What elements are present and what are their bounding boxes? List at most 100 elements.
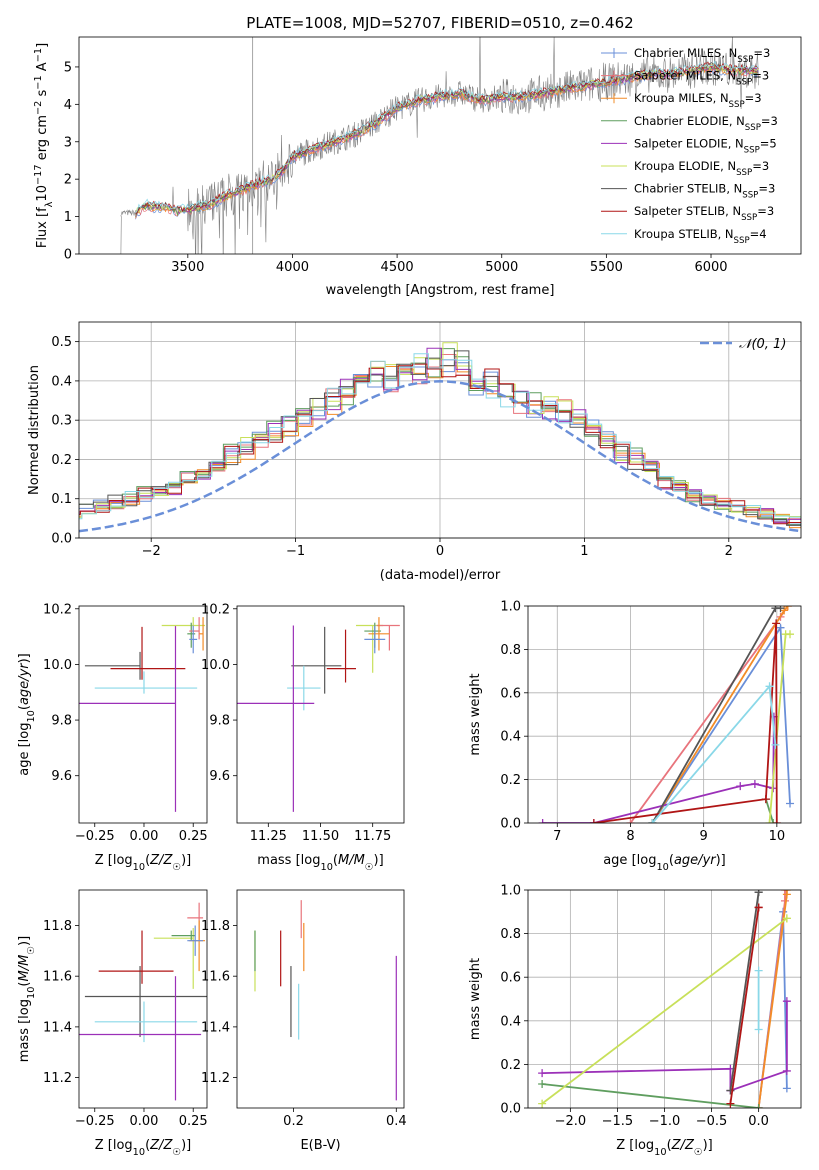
hist-salpeter_stelib — [79, 363, 801, 525]
x-axis-label: age [log10(age/yr)] — [603, 853, 726, 873]
x-tick-label: 0.25 — [179, 829, 208, 844]
marker-plus — [761, 795, 770, 804]
y-tick-label: 5 — [64, 60, 72, 75]
y-tick-label: 0.2 — [51, 453, 72, 468]
x-axis-label: Z [log10(Z/Z☉)] — [95, 1138, 192, 1158]
panel-massweight_vs_age: 7 8 9 10 0.0 0.2 0.4 0.6 0.8 1.0 age [log10(age/yr… — [468, 600, 802, 873]
plot-area — [254, 900, 397, 1101]
x-tick-label: 0.00 — [130, 829, 159, 844]
line-chabrier_stelib — [651, 607, 781, 823]
errorbar-chabrier_miles — [187, 925, 204, 956]
errorbar-salpeter_stelib — [110, 626, 186, 680]
errorbar-chabrier_miles — [189, 625, 198, 654]
y-tick-label: 9.8 — [51, 714, 72, 729]
y-tick-label: 11.2 — [201, 1071, 230, 1086]
marker-plus — [782, 890, 791, 894]
line-chabrier_elodie — [542, 1083, 759, 1108]
errorbar-salpeter_stelib — [98, 930, 174, 984]
axes-frame — [236, 889, 405, 1109]
y-tick-label: 11.6 — [43, 970, 72, 985]
x-tick-label: 5500 — [590, 260, 623, 275]
errorbar-kroupa_elodie — [153, 928, 194, 989]
y-tick-label: 0.3 — [51, 414, 72, 429]
line-kroupa_elodie — [541, 917, 788, 1105]
x-tick-label: 10 — [769, 829, 786, 844]
y-tick-label: 1.0 — [500, 884, 521, 899]
errorbar-chabrier_stelib — [84, 651, 141, 680]
marker-plus — [769, 819, 778, 823]
marker-plus — [754, 890, 763, 897]
x-tick-label: 0.0 — [748, 1114, 769, 1129]
legend-label: Chabrier ELODIE, NSSP=3 — [634, 114, 778, 133]
hist-kroupa_stelib — [79, 353, 801, 520]
x-tick-label: 1 — [580, 544, 588, 559]
line-salpeter_miles — [629, 606, 789, 823]
x-tick-label: 7 — [553, 829, 561, 844]
y-tick-label: 11.4 — [201, 1020, 230, 1035]
y-tick-label: 1.0 — [500, 600, 521, 615]
x-axis-label: E(B-V) — [300, 1138, 340, 1153]
legend-label: Chabrier MILES, NSSP=3 — [634, 46, 770, 65]
x-tick-label: 11.75 — [354, 829, 391, 844]
errorbar-chabrier_elodie — [187, 622, 196, 648]
y-tick-label: 1 — [64, 210, 72, 225]
marker-plus — [754, 903, 763, 912]
y-tick-label: 10.2 — [43, 602, 72, 617]
plot-area — [538, 890, 791, 1108]
marker-plus — [626, 819, 635, 823]
marker-plus — [771, 740, 780, 749]
marker-plus — [782, 1084, 791, 1093]
y-axis-label: Flux [fλ10−17 erg cm−2 s−1 A−1] — [33, 43, 55, 248]
axes-frame — [78, 889, 208, 1109]
marker-plus — [538, 1069, 547, 1078]
y-tick-label: 0.8 — [500, 927, 521, 942]
legend-label: Chabrier STELIB, NSSP=3 — [634, 182, 775, 201]
y-tick-label: 4 — [64, 98, 72, 113]
x-tick-label: 9 — [700, 829, 708, 844]
marker-plus — [589, 819, 598, 823]
legend-label: Salpeter MILES, NSSP=3 — [634, 69, 769, 88]
x-tick-label: 0.2 — [283, 1114, 304, 1129]
marker-plus — [786, 630, 795, 639]
errorbar-chabrier_stelib — [84, 966, 207, 1038]
x-tick-label: −0.5 — [696, 1114, 728, 1129]
errorbar-salpeter_elodie — [237, 625, 315, 812]
plot-area — [79, 342, 801, 533]
normal-curve — [79, 380, 801, 533]
y-tick-label: 9.6 — [209, 769, 230, 784]
y-tick-label: 0.0 — [500, 817, 521, 832]
y-axis-label: mass weight — [468, 958, 483, 1040]
y-tick-label: 0.5 — [51, 335, 72, 350]
y-tick-label: 0.0 — [51, 532, 72, 547]
y-axis-label: mass [log10(M/M☉)] — [17, 936, 37, 1062]
legend: Chabrier MILES, NSSP=3 Salpeter MILES, NS… — [601, 46, 778, 246]
y-tick-label: 0.2 — [500, 1058, 521, 1073]
y-axis-label: Normed distribution — [27, 365, 42, 495]
x-axis-label: Z [log10(Z/Z☉)] — [95, 853, 192, 873]
x-tick-label: −0.25 — [75, 829, 115, 844]
y-tick-label: 11.2 — [43, 1071, 72, 1086]
legend-label: 𝒩(0, 1) — [739, 337, 786, 352]
line-chabrier_stelib — [729, 892, 760, 1091]
hist-chabrier_miles — [79, 362, 801, 528]
panel-age_vs_Z: −0.25 0.00 0.25 9.6 9.8 10.0 10.2 Z [log10(Z/Z☉… — [17, 602, 208, 872]
marker-plus — [786, 799, 795, 808]
marker-plus — [754, 966, 763, 975]
marker-plus — [736, 782, 745, 791]
marker-plus — [648, 819, 657, 823]
marker-plus — [780, 890, 789, 894]
model-chabrier_stelib — [135, 62, 759, 215]
y-tick-label: 11.8 — [43, 919, 72, 934]
x-axis-label: wavelength [Angstrom, rest frame] — [326, 283, 555, 298]
marker-plus — [772, 619, 781, 628]
errorbar-salpeter_miles — [189, 617, 200, 640]
marker-plus — [776, 623, 785, 632]
y-tick-label: 0.2 — [500, 773, 521, 788]
y-tick-label: 3 — [64, 135, 72, 150]
y-tick-label: 11.8 — [201, 919, 230, 934]
y-tick-label: 10.2 — [201, 602, 230, 617]
errorbar-kroupa_miles — [199, 617, 204, 651]
plot-area — [79, 902, 207, 1101]
y-tick-label: 10.0 — [201, 658, 230, 673]
y-tick-label: 0.1 — [51, 492, 72, 507]
